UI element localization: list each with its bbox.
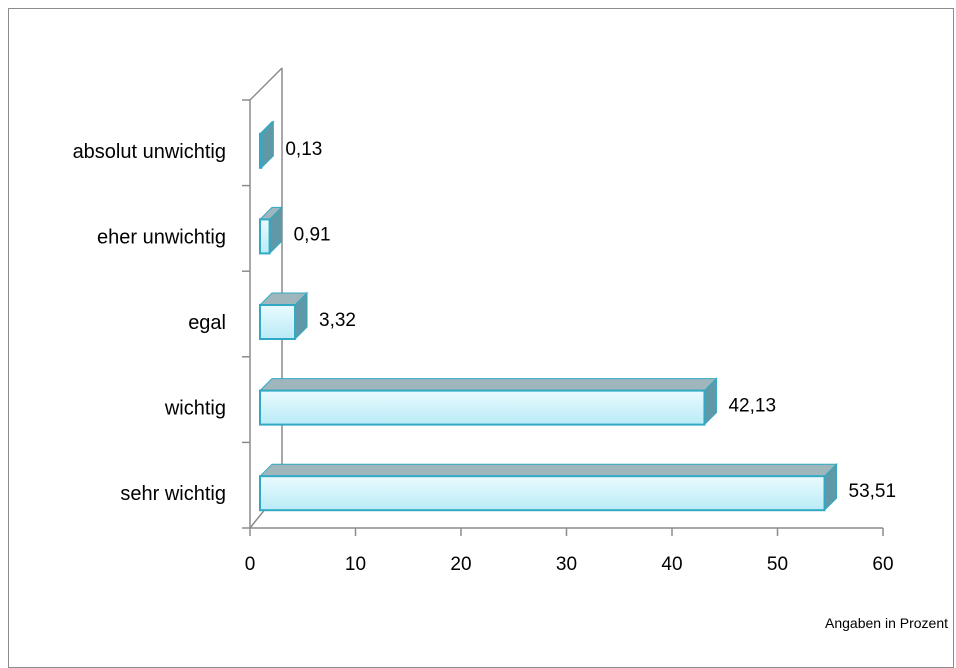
category-label: eher unwichtig	[97, 226, 226, 248]
bar	[258, 206, 283, 255]
unit-note: Angaben in Prozent	[825, 615, 948, 631]
bar-front-face	[259, 475, 826, 512]
x-tick-label: 0	[245, 554, 256, 575]
category-label: sehr wichtig	[120, 483, 226, 505]
data-label: 0,91	[294, 224, 331, 245]
bar	[258, 291, 309, 341]
chart-labels: 0 10 20 30 40 50 60 absolut unwichtig 0,13 eher u…	[73, 139, 897, 575]
bar-front-face	[259, 304, 297, 340]
category-label: absolut unwichtig	[73, 141, 226, 163]
wall-top-edge	[249, 67, 283, 101]
bar-top-face	[258, 378, 718, 392]
x-tick-label: 40	[661, 554, 682, 575]
bar-top-face	[258, 463, 838, 477]
x-tick-label: 60	[872, 554, 893, 575]
chart: 0 10 20 30 40 50 60 absolut unwichtig 0,13 eher u…	[73, 67, 948, 631]
data-label: 0,13	[285, 139, 322, 160]
bar-front-face	[259, 389, 706, 426]
bar	[258, 377, 718, 426]
bar-side-face	[260, 120, 274, 170]
bar	[258, 462, 838, 512]
bar-front-face	[259, 132, 263, 169]
data-label: 3,32	[319, 310, 356, 331]
bar-front-face	[259, 218, 271, 255]
category-label: wichtig	[164, 398, 226, 420]
data-label: 42,13	[728, 396, 776, 417]
x-tick-label: 50	[767, 554, 788, 575]
chart-frame	[8, 8, 954, 668]
x-tick-label: 20	[450, 554, 471, 575]
category-label: egal	[188, 312, 226, 334]
chart-bars	[258, 120, 838, 512]
x-tick-label: 30	[556, 554, 577, 575]
x-tick-label: 10	[345, 554, 366, 575]
bar	[258, 120, 275, 170]
data-label: 53,51	[849, 481, 897, 502]
